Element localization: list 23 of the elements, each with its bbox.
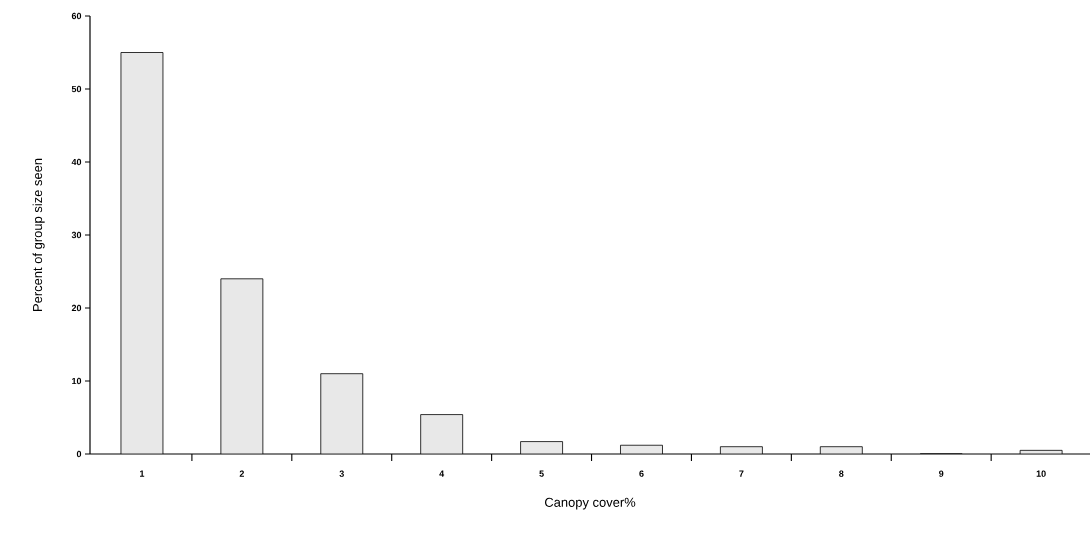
bar	[120, 52, 163, 454]
bar	[420, 414, 463, 454]
x-tick-label: 4	[439, 470, 445, 477]
y-axis-title: Percent of group size seen	[32, 158, 45, 311]
x-tick-label: 9	[939, 470, 944, 477]
y-tick-label: 30	[71, 231, 82, 239]
x-tick-label: 7	[739, 470, 744, 477]
y-tick-label: 60	[71, 12, 82, 20]
bar	[220, 278, 263, 454]
x-tick-label: 3	[339, 470, 344, 477]
y-tick-label: 40	[71, 158, 82, 166]
x-tick-label: 6	[639, 470, 644, 477]
y-tick-label: 50	[71, 85, 82, 93]
x-tick-label: 8	[839, 470, 844, 477]
x-tick-label: 2	[239, 470, 244, 477]
y-tick-label: 10	[72, 377, 82, 385]
x-tick-label: 10	[1036, 470, 1046, 477]
bar	[320, 373, 363, 454]
y-tick-label: 0	[76, 450, 82, 458]
y-tick-label: 20	[71, 304, 82, 312]
x-axis-title: Canopy cover%	[544, 497, 636, 510]
x-tick-label: 1	[140, 470, 145, 477]
x-tick-label: 5	[539, 470, 544, 477]
